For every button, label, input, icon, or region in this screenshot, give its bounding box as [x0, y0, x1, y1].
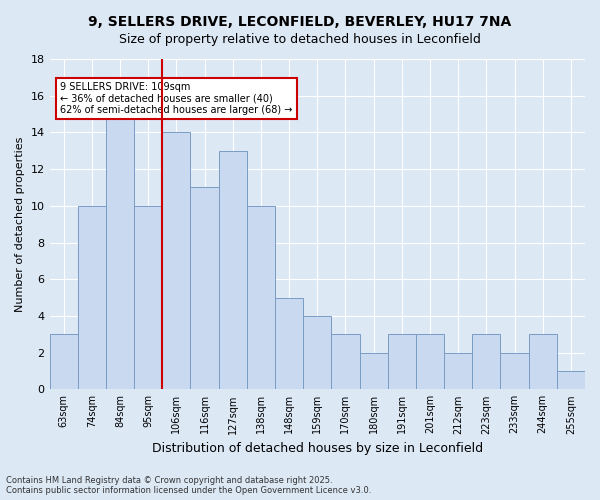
Bar	[529, 334, 557, 390]
Text: 9, SELLERS DRIVE, LECONFIELD, BEVERLEY, HU17 7NA: 9, SELLERS DRIVE, LECONFIELD, BEVERLEY, …	[88, 15, 512, 29]
Bar	[106, 114, 134, 390]
Bar	[388, 334, 416, 390]
Y-axis label: Number of detached properties: Number of detached properties	[15, 136, 25, 312]
Bar	[78, 206, 106, 390]
Bar	[500, 352, 529, 390]
Bar	[444, 352, 472, 390]
Bar	[359, 352, 388, 390]
Bar	[218, 151, 247, 390]
Bar	[162, 132, 190, 390]
Bar	[472, 334, 500, 390]
Bar	[190, 188, 218, 390]
Text: Contains HM Land Registry data © Crown copyright and database right 2025.
Contai: Contains HM Land Registry data © Crown c…	[6, 476, 371, 495]
Bar	[275, 298, 303, 390]
Bar	[247, 206, 275, 390]
Bar	[331, 334, 359, 390]
Bar	[557, 371, 585, 390]
Text: Size of property relative to detached houses in Leconfield: Size of property relative to detached ho…	[119, 32, 481, 46]
X-axis label: Distribution of detached houses by size in Leconfield: Distribution of detached houses by size …	[152, 442, 483, 455]
Bar	[416, 334, 444, 390]
Bar	[303, 316, 331, 390]
Text: 9 SELLERS DRIVE: 109sqm
← 36% of detached houses are smaller (40)
62% of semi-de: 9 SELLERS DRIVE: 109sqm ← 36% of detache…	[60, 82, 293, 116]
Bar	[50, 334, 78, 390]
Bar	[134, 206, 162, 390]
